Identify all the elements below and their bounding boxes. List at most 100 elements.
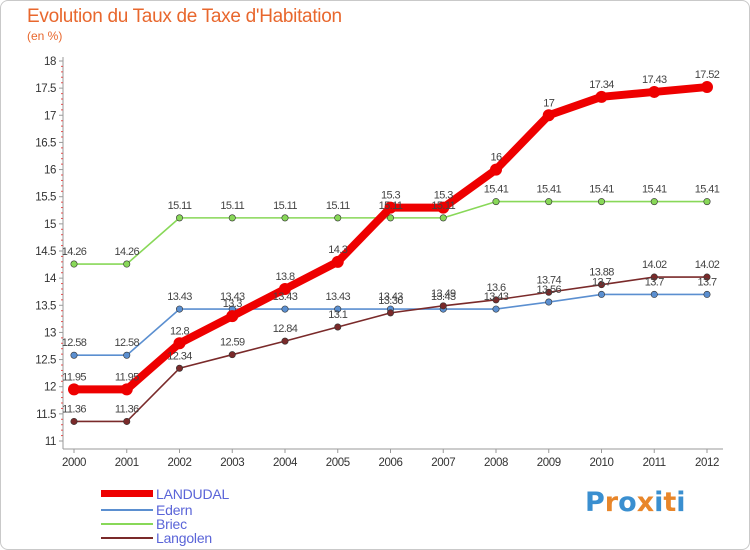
- data-point-edern: [492, 305, 500, 313]
- data-label-langolen: 13.36: [378, 295, 403, 307]
- data-label-landudal: 17.52: [695, 69, 720, 81]
- data-label-briec: 15.11: [326, 200, 350, 212]
- logo-letter: i: [654, 487, 664, 518]
- x-tick-label: 2008: [484, 457, 508, 469]
- data-label-landudal: 17.34: [589, 79, 614, 91]
- data-point-landudal: [226, 310, 239, 323]
- data-label-landudal: 17: [543, 97, 555, 109]
- logo-letter: x: [636, 487, 655, 518]
- data-point-langolen: [650, 273, 658, 281]
- data-point-edern: [70, 351, 78, 359]
- data-label-langolen: 13.49: [431, 288, 456, 300]
- data-point-briec: [70, 260, 78, 268]
- y-tick-label: 13.5: [35, 300, 56, 312]
- data-point-landudal: [68, 383, 80, 396]
- x-tick-label: 2004: [273, 457, 298, 469]
- data-label-briec: 14.26: [62, 246, 87, 258]
- data-point-langolen: [334, 323, 342, 331]
- data-label-briec: 15.11: [379, 200, 403, 212]
- data-label-langolen: 12.84: [273, 323, 298, 335]
- data-point-langolen: [492, 296, 500, 304]
- y-tick-label: 14: [44, 273, 57, 285]
- data-label-edern: 13.43: [431, 291, 456, 303]
- data-label-briec: 15.41: [484, 184, 509, 196]
- data-point-briec: [176, 214, 184, 222]
- data-label-langolen: 12.59: [220, 337, 245, 349]
- data-point-langolen: [228, 351, 236, 359]
- logo-letter: r: [604, 487, 619, 518]
- data-point-landudal: [490, 163, 502, 176]
- data-point-briec: [545, 198, 553, 206]
- data-label-landudal: 12.8: [170, 325, 189, 337]
- data-label-briec: 15.11: [168, 200, 192, 212]
- x-tick-label: 2002: [168, 457, 192, 469]
- data-point-briec: [492, 198, 500, 206]
- data-label-landudal: 15.3: [434, 190, 453, 202]
- y-tick-label: 15: [44, 219, 56, 231]
- x-tick-label: 2003: [220, 457, 244, 469]
- data-point-edern: [281, 305, 289, 313]
- y-tick-label: 13: [44, 327, 56, 339]
- data-point-landudal: [384, 201, 397, 214]
- data-point-edern: [545, 298, 553, 306]
- x-tick-label: 2006: [379, 457, 403, 469]
- data-label-edern: 13.43: [325, 291, 350, 303]
- data-label-edern: 12.58: [114, 337, 139, 349]
- data-label-edern: 13.43: [167, 291, 192, 303]
- data-label-briec: 15.41: [589, 184, 614, 196]
- data-label-edern: 13.7: [645, 276, 664, 288]
- data-label-briec: 15.41: [536, 184, 561, 196]
- legend-label-landudal: LANDUDAL: [156, 485, 230, 502]
- y-tick-label: 18: [44, 56, 56, 68]
- data-point-edern: [650, 290, 658, 298]
- data-label-langolen: 14.02: [695, 259, 720, 271]
- x-tick-label: 2011: [643, 457, 666, 469]
- data-label-edern: 13.7: [697, 276, 716, 288]
- logo-letter: i: [676, 487, 686, 518]
- chart-title: Evolution du Taux de Taxe d'Habitation: [27, 6, 342, 27]
- data-point-langolen: [123, 417, 131, 425]
- data-point-landudal: [648, 85, 661, 98]
- data-point-langolen: [176, 364, 184, 372]
- x-tick-label: 2001: [115, 457, 139, 469]
- data-label-landudal: 15.3: [381, 190, 400, 202]
- data-point-briec: [281, 214, 289, 222]
- data-point-landudal: [120, 383, 133, 396]
- data-point-langolen: [70, 417, 78, 425]
- y-tick-label: 17.5: [35, 83, 56, 95]
- data-point-landudal: [331, 255, 344, 268]
- data-point-briec: [439, 214, 447, 222]
- legend-swatch-briec: [101, 522, 153, 525]
- data-point-langolen: [386, 309, 394, 317]
- legend-label-edern: Edern: [156, 501, 193, 518]
- data-label-edern: 13.43: [484, 291, 509, 303]
- data-label-briec: 15.11: [220, 200, 244, 212]
- y-tick-label: 16.5: [35, 137, 56, 149]
- data-label-langolen: 11.36: [62, 403, 86, 415]
- legend-label-langolen: Langolen: [156, 529, 213, 546]
- data-point-briec: [334, 214, 342, 222]
- data-point-langolen: [439, 302, 447, 310]
- data-point-landudal: [279, 283, 291, 295]
- data-label-landudal: 13.8: [275, 271, 294, 283]
- data-point-briec: [123, 260, 131, 268]
- data-label-briec: 15.41: [642, 184, 667, 196]
- proxiti-logo: Proxiti: [585, 487, 686, 518]
- data-point-briec: [650, 198, 658, 206]
- data-point-edern: [703, 290, 711, 298]
- x-tick-label: 2012: [695, 457, 719, 469]
- data-point-briec: [703, 198, 711, 206]
- data-label-edern: 13.56: [536, 284, 561, 296]
- y-tick-label: 15.5: [35, 192, 56, 204]
- data-label-edern: 12.58: [62, 337, 87, 349]
- data-point-edern: [334, 305, 342, 313]
- legend-item-langolen: Langolen: [101, 529, 213, 546]
- data-point-langolen: [597, 281, 605, 289]
- y-tick-label: 16: [44, 165, 56, 177]
- data-point-edern: [123, 351, 131, 359]
- x-tick-label: 2000: [62, 457, 86, 469]
- data-label-langolen: 13.74: [536, 274, 561, 286]
- y-tick-label: 12.5: [35, 355, 56, 367]
- data-label-landudal: 16: [490, 152, 502, 164]
- logo-letter: t: [663, 487, 677, 518]
